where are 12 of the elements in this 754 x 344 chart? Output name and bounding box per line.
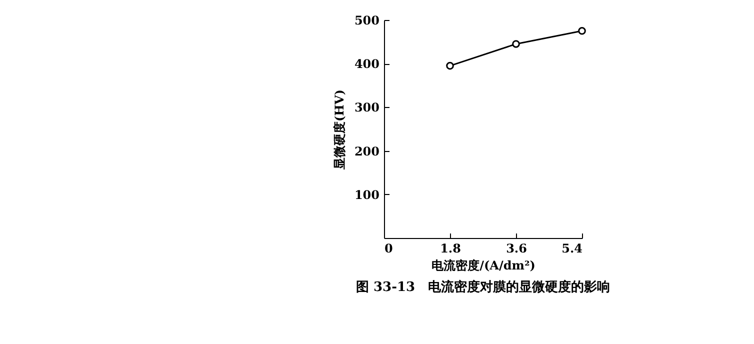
x-axis-title: 电流密度/(A/dm²) xyxy=(432,258,536,272)
x-tick-label: 0 xyxy=(384,242,393,256)
x-tick-label: 3.6 xyxy=(506,242,527,256)
y-tick-label: 500 xyxy=(354,14,380,28)
x-tick-label: 1.8 xyxy=(440,242,461,256)
y-tick-label: 300 xyxy=(354,100,380,115)
y-axis-title: 显微硬度(HV) xyxy=(332,89,346,171)
y-tick-label: 100 xyxy=(354,188,380,202)
text: 图 33-13 电流密度对膜的显微硬度的影响 xyxy=(356,279,610,295)
x-tick-label: 5.4 xyxy=(562,242,582,256)
y-tick-label: 200 xyxy=(354,144,380,158)
y-tick-label: 400 xyxy=(354,57,380,72)
